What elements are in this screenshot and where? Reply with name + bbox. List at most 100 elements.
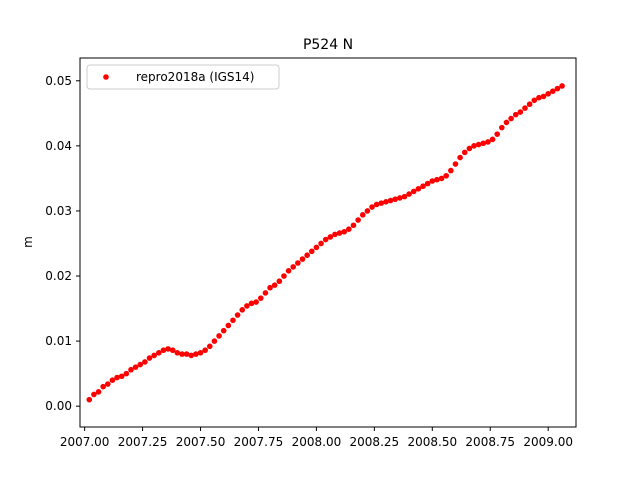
data-point bbox=[174, 350, 181, 356]
data-point bbox=[248, 300, 255, 307]
data-point bbox=[327, 234, 334, 240]
data-point bbox=[128, 366, 134, 373]
data-point bbox=[86, 396, 93, 403]
data-point bbox=[109, 377, 116, 383]
data-point bbox=[295, 260, 301, 266]
data-point bbox=[452, 161, 459, 167]
data-point bbox=[443, 172, 450, 179]
data-point bbox=[448, 167, 454, 174]
data-point bbox=[545, 90, 551, 97]
data-point bbox=[526, 101, 533, 108]
data-point bbox=[554, 85, 561, 92]
data-point bbox=[364, 208, 371, 214]
x-axis: 2007.00 2007.25 2007.50 2007.75 2008.00 2008.… bbox=[60, 427, 573, 449]
data-point bbox=[341, 228, 348, 235]
data-point bbox=[522, 105, 528, 111]
legend-box bbox=[86, 64, 280, 90]
data-point bbox=[475, 141, 482, 148]
y-tick-label: 0.02 bbox=[45, 269, 72, 283]
data-point bbox=[304, 252, 310, 258]
data-point bbox=[406, 191, 412, 197]
data-point bbox=[410, 188, 417, 195]
data-point bbox=[206, 343, 213, 350]
data-point bbox=[415, 186, 422, 192]
data-point bbox=[550, 88, 556, 94]
data-point bbox=[95, 389, 102, 395]
data-point bbox=[373, 201, 380, 208]
data-point bbox=[383, 199, 389, 205]
data-point bbox=[197, 350, 204, 356]
data-point bbox=[401, 193, 408, 200]
data-point bbox=[359, 212, 366, 218]
data-point bbox=[392, 196, 399, 203]
data-point bbox=[239, 307, 246, 313]
x-tick-label: 2009.00 bbox=[523, 435, 573, 449]
data-point bbox=[461, 149, 468, 156]
x-tick-label: 2007.50 bbox=[176, 435, 226, 449]
data-point bbox=[160, 347, 167, 354]
data-point bbox=[434, 176, 440, 183]
x-tick-label: 2007.25 bbox=[118, 435, 168, 449]
data-point bbox=[512, 111, 519, 118]
data-point bbox=[146, 355, 153, 361]
data-point bbox=[503, 119, 510, 126]
data-point bbox=[114, 374, 120, 381]
data-point bbox=[457, 154, 463, 161]
data-point bbox=[216, 333, 222, 339]
data-point bbox=[531, 97, 538, 104]
data-point bbox=[132, 364, 139, 370]
data-point bbox=[299, 256, 306, 262]
data-point bbox=[257, 295, 264, 301]
data-point bbox=[540, 93, 547, 100]
data-point bbox=[156, 350, 162, 356]
data-point bbox=[308, 248, 315, 255]
data-point bbox=[244, 303, 250, 309]
data-point bbox=[262, 290, 269, 296]
data-point bbox=[179, 351, 185, 357]
data-point bbox=[267, 284, 273, 291]
data-point bbox=[225, 322, 232, 329]
x-tick-label: 2008.00 bbox=[292, 435, 342, 449]
y-tick-label: 0.03 bbox=[45, 204, 72, 218]
data-point bbox=[332, 231, 338, 238]
legend: repro2018a (IGS14) bbox=[86, 64, 280, 90]
plot-frame bbox=[79, 57, 577, 428]
data-point bbox=[183, 351, 190, 357]
data-point bbox=[387, 197, 394, 204]
data-point bbox=[165, 346, 171, 352]
data-point bbox=[220, 327, 227, 334]
data-point bbox=[318, 240, 324, 247]
x-tick-label: 2008.25 bbox=[350, 435, 400, 449]
data-point bbox=[137, 361, 144, 368]
y-tick-label: 0.04 bbox=[45, 139, 72, 153]
data-point bbox=[91, 391, 97, 398]
x-tick-label: 2007.75 bbox=[234, 435, 284, 449]
data-point bbox=[369, 204, 375, 210]
legend-label: repro2018a (IGS14) bbox=[136, 70, 254, 84]
y-tick-label: 0.01 bbox=[45, 334, 72, 348]
data-point bbox=[151, 352, 157, 359]
y-tick-label: 0.05 bbox=[45, 74, 72, 88]
data-point bbox=[485, 139, 491, 145]
data-point bbox=[397, 195, 403, 201]
data-point bbox=[253, 299, 259, 305]
x-tick-label: 2008.50 bbox=[407, 435, 457, 449]
data-point bbox=[350, 222, 357, 229]
data-point bbox=[346, 226, 352, 232]
data-point bbox=[169, 347, 176, 354]
data-point bbox=[489, 136, 496, 143]
data-point bbox=[559, 83, 565, 89]
x-tick-label: 2008.75 bbox=[465, 435, 515, 449]
y-axis: 0.00 0.01 0.02 0.03 0.04 0.05 bbox=[45, 74, 80, 413]
series-0 bbox=[86, 83, 565, 403]
plot-area bbox=[86, 83, 565, 403]
data-point bbox=[211, 338, 218, 344]
data-point bbox=[230, 317, 236, 324]
data-point bbox=[420, 183, 426, 190]
data-point bbox=[105, 381, 111, 387]
data-point bbox=[355, 217, 361, 223]
data-point bbox=[313, 244, 320, 251]
data-point bbox=[188, 352, 195, 359]
y-axis-label: m bbox=[21, 236, 35, 248]
data-point bbox=[276, 278, 283, 285]
